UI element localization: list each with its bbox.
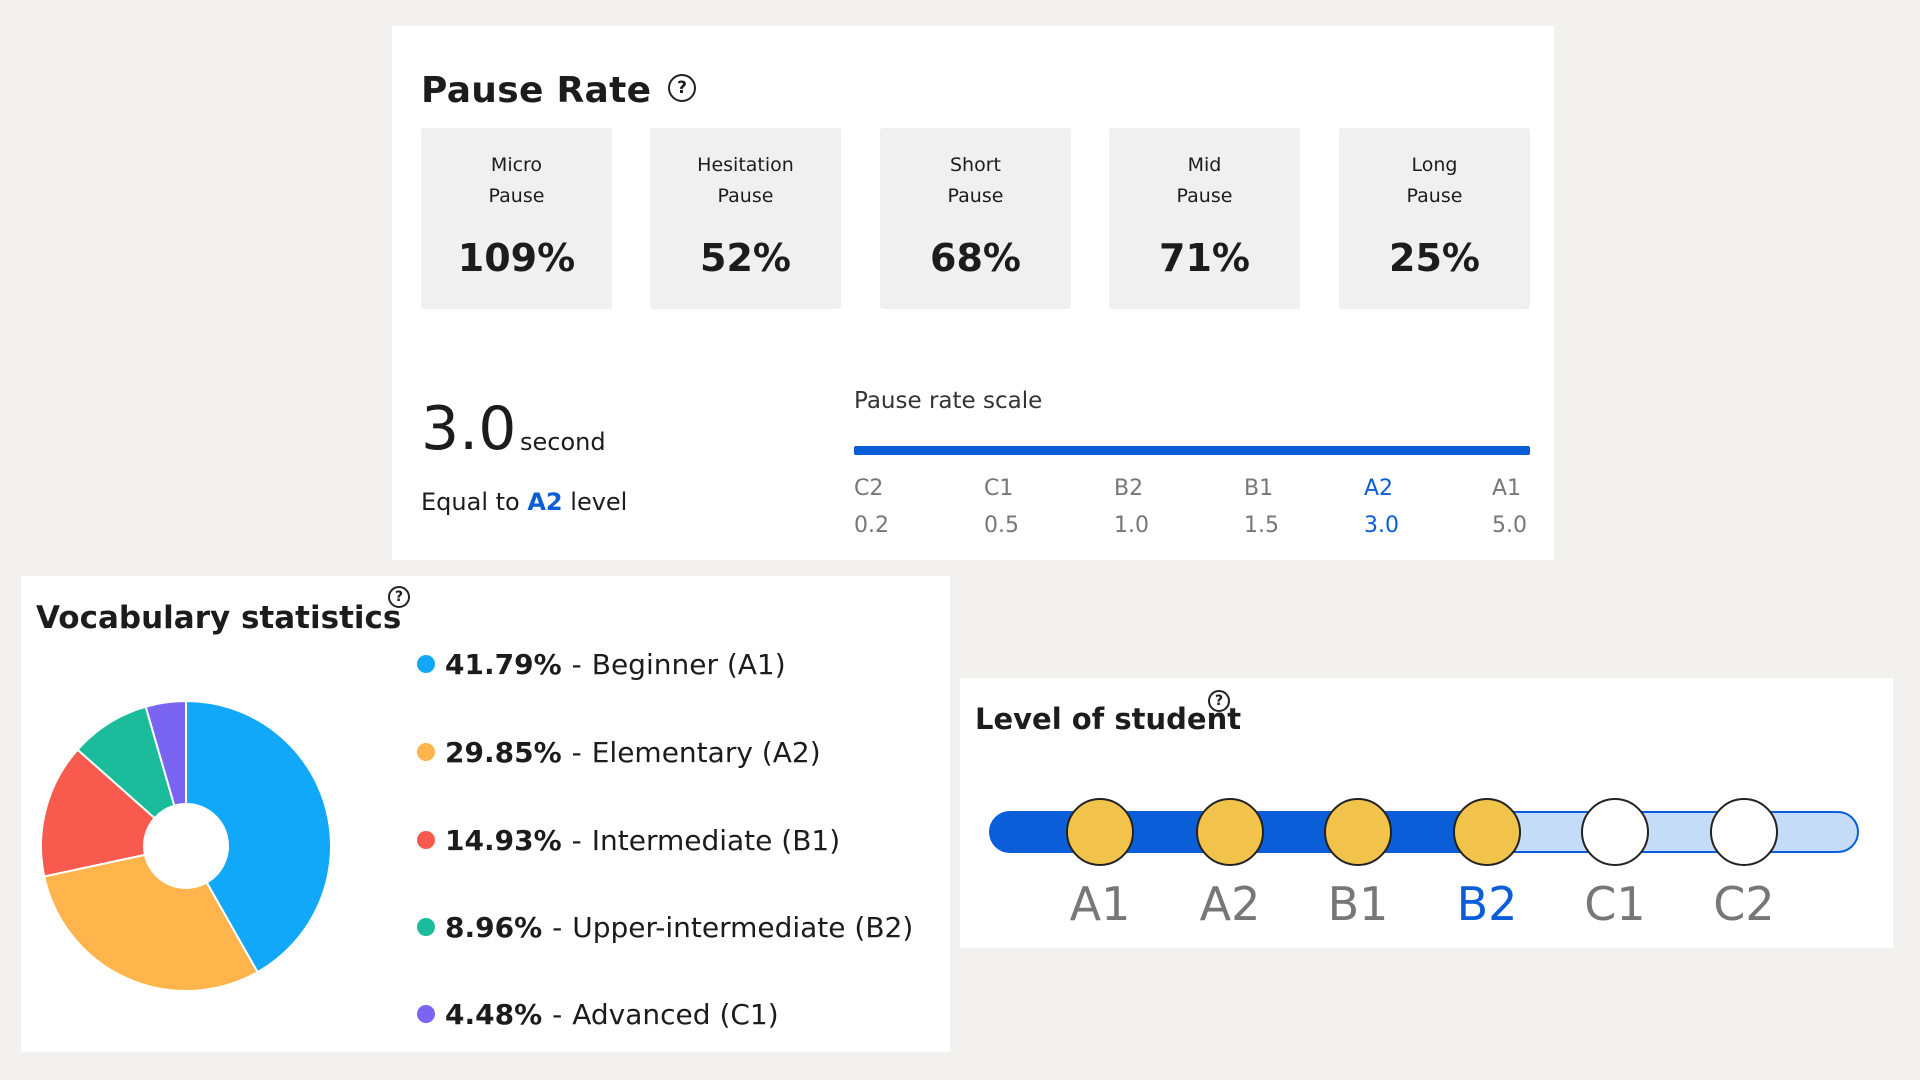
scale-item-b2: B2 1.0 (1114, 476, 1174, 538)
scale-value: 0.2 (854, 513, 889, 538)
pause-rate-help-icon[interactable]: ? (668, 74, 696, 102)
level-label-a1: A1 (1070, 877, 1131, 931)
legend-dot (417, 655, 435, 673)
scale-item-b1: B1 1.5 (1244, 476, 1304, 538)
scale-item-c2: C2 0.2 (854, 476, 914, 538)
pause-box-value: 25% (1389, 236, 1480, 280)
vocabulary-card: Vocabulary statistics ? 41.79% - Beginner … (21, 576, 950, 1052)
equal-prefix: Equal to (421, 488, 520, 516)
legend-dash: - (571, 824, 582, 857)
pie-slice-c1[interactable] (144, 699, 187, 807)
pause-seconds-unit: second (520, 428, 606, 456)
legend-percent: 8.96% (445, 911, 543, 944)
pause-box-long: Long Pause 25% (1339, 128, 1530, 309)
pause-box-value: 52% (700, 236, 791, 280)
legend-dash: - (552, 911, 563, 944)
level-label-a2: A2 (1200, 877, 1261, 931)
legend-percent: 29.85% (445, 736, 562, 769)
level-label-c2: C2 (1713, 877, 1774, 931)
legend-item-a1: 41.79% - Beginner (A1) (417, 648, 786, 681)
legend-category: Beginner (A1) (591, 648, 786, 681)
vocabulary-title: Vocabulary statistics (36, 600, 402, 636)
scale-level: C1 (984, 476, 1014, 501)
legend-dot (417, 1005, 435, 1023)
scale-item-a2: A2 3.0 (1364, 476, 1424, 538)
legend-dot (417, 743, 435, 761)
legend-item-b1: 14.93% - Intermediate (B1) (417, 824, 840, 857)
pause-scale-title: Pause rate scale (854, 388, 1043, 414)
pie-slice-b1[interactable] (40, 748, 157, 878)
level-progress-track: A1 A2 B1 B2 C1 C2 (989, 798, 1859, 931)
legend-dot (417, 918, 435, 936)
scale-level: A1 (1492, 476, 1522, 501)
scale-value: 1.5 (1244, 513, 1279, 538)
pause-box-value: 71% (1159, 236, 1250, 280)
vocabulary-pie-chart (40, 699, 332, 992)
pause-box-label: Micro Pause (488, 154, 545, 207)
equal-level-badge: A2 (527, 488, 563, 516)
legend-category: Advanced (C1) (572, 998, 779, 1031)
level-dot-b2 (1453, 798, 1521, 866)
equal-level-text: Equal to A2 level (421, 488, 627, 516)
legend-percent: 4.48% (445, 998, 543, 1031)
scale-item-a1: A1 5.0 (1492, 476, 1552, 538)
scale-value: 5.0 (1492, 513, 1527, 538)
scale-level: A2 (1364, 476, 1394, 501)
equal-suffix: level (570, 488, 628, 516)
level-label-b2: B2 (1457, 877, 1518, 931)
legend-percent: 41.79% (445, 648, 562, 681)
scale-value: 1.0 (1114, 513, 1149, 538)
pause-rate-title-wrap: Pause Rate ? (421, 70, 696, 111)
level-label-c1: C1 (1584, 877, 1645, 931)
pause-box-label: Mid Pause (1176, 154, 1233, 207)
scale-level: B2 (1114, 476, 1144, 501)
pause-box-value: 109% (457, 236, 576, 280)
level-dot-b1 (1324, 798, 1392, 866)
legend-item-a2: 29.85% - Elementary (A2) (417, 736, 821, 769)
pause-box-hesitation: Hesitation Pause 52% (650, 128, 841, 309)
legend-category: Elementary (A2) (591, 736, 821, 769)
pie-slice-a1[interactable] (185, 699, 332, 974)
legend-category: Upper-intermediate (B2) (572, 911, 914, 944)
pause-seconds-value: 3.0 (421, 394, 517, 464)
pie-slice-a2[interactable] (43, 853, 259, 992)
level-dot-c2 (1710, 798, 1778, 866)
level-dot-a2 (1196, 798, 1264, 866)
legend-item-c1: 4.48% - Advanced (C1) (417, 998, 779, 1031)
level-of-student-card: Level of student ? A1 A2 B1 B2 C1 C2 (960, 678, 1893, 948)
pause-scale-bar (854, 446, 1530, 455)
pause-rate-title: Pause Rate (421, 70, 652, 111)
scale-value: 0.5 (984, 513, 1019, 538)
pause-box-mid: Mid Pause 71% (1109, 128, 1300, 309)
legend-dot (417, 831, 435, 849)
legend-category: Intermediate (B1) (591, 824, 841, 857)
pause-box-label: Hesitation Pause (697, 154, 794, 207)
legend-dash: - (552, 998, 563, 1031)
legend-item-b2: 8.96% - Upper-intermediate (B2) (417, 911, 913, 944)
pause-box-label: Long Pause (1406, 154, 1463, 207)
pause-rate-card: Pause Rate ? Micro Pause 109% Hesitation… (392, 26, 1554, 560)
pause-box-value: 68% (930, 236, 1021, 280)
pause-box-micro: Micro Pause 109% (421, 128, 612, 309)
scale-value: 3.0 (1364, 513, 1399, 538)
pause-box-short: Short Pause 68% (880, 128, 1071, 309)
legend-dash: - (571, 736, 582, 769)
level-of-student-title: Level of student (975, 702, 1242, 736)
scale-level: C2 (854, 476, 884, 501)
vocabulary-help-icon[interactable]: ? (388, 586, 410, 608)
scale-item-c1: C1 0.5 (984, 476, 1044, 538)
level-help-icon[interactable]: ? (1208, 690, 1230, 712)
pause-box-label: Short Pause (947, 154, 1004, 207)
level-label-b1: B1 (1328, 877, 1389, 931)
legend-dash: - (571, 648, 582, 681)
legend-percent: 14.93% (445, 824, 562, 857)
scale-level: B1 (1244, 476, 1274, 501)
level-dot-c1 (1581, 798, 1649, 866)
level-dot-a1 (1066, 798, 1134, 866)
